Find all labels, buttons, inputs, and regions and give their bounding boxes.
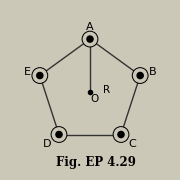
Circle shape bbox=[113, 127, 129, 142]
Circle shape bbox=[87, 36, 93, 42]
Circle shape bbox=[52, 128, 66, 141]
Circle shape bbox=[82, 31, 98, 47]
Circle shape bbox=[132, 68, 148, 83]
Circle shape bbox=[51, 127, 67, 142]
Text: A: A bbox=[86, 22, 94, 32]
Circle shape bbox=[56, 131, 62, 138]
Text: C: C bbox=[129, 139, 137, 149]
Circle shape bbox=[83, 32, 97, 46]
Circle shape bbox=[114, 128, 128, 141]
Text: Fig. EP 4.29: Fig. EP 4.29 bbox=[56, 156, 136, 170]
Text: R: R bbox=[103, 85, 110, 95]
Circle shape bbox=[37, 73, 43, 79]
Text: B: B bbox=[149, 67, 156, 77]
Circle shape bbox=[33, 69, 46, 82]
Circle shape bbox=[32, 68, 48, 83]
Text: E: E bbox=[24, 67, 31, 77]
Circle shape bbox=[137, 73, 143, 79]
Text: O: O bbox=[90, 94, 98, 104]
Text: D: D bbox=[43, 139, 51, 149]
Circle shape bbox=[134, 69, 147, 82]
Circle shape bbox=[118, 131, 124, 138]
